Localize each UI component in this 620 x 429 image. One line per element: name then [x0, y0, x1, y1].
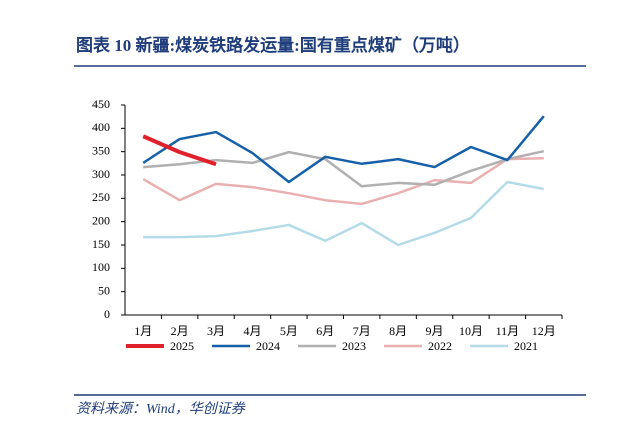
line-series: [142, 156, 544, 206]
x-tick-label: 8月: [389, 324, 407, 338]
line-series: [143, 149, 545, 188]
y-tick-label: 250: [92, 190, 110, 204]
y-tick-label: 0: [104, 307, 110, 321]
y-tick-label: 450: [92, 97, 110, 111]
x-tick-label: 1月: [134, 324, 152, 338]
legend-label: 2025: [170, 339, 194, 353]
line-series: [142, 134, 217, 167]
x-tick-label: 11月: [496, 324, 520, 338]
x-tick-label: 6月: [316, 324, 334, 338]
y-tick-label: 400: [92, 120, 110, 134]
x-tick-label: 5月: [280, 324, 298, 338]
line-series: [142, 115, 545, 184]
y-tick-label: 200: [92, 213, 110, 227]
x-tick-label: 7月: [353, 324, 371, 338]
chart-title: 图表 10 新疆:煤炭铁路发运量:国有重点煤矿（万吨）: [76, 35, 470, 55]
legend-label: 2023: [342, 339, 366, 353]
legend-label: 2024: [256, 339, 280, 353]
y-tick-label: 50: [98, 283, 110, 297]
x-tick-label: 3月: [207, 324, 225, 338]
y-tick-label: 100: [92, 260, 110, 274]
x-tick-label: 2月: [171, 324, 189, 338]
x-tick-label: 9月: [426, 324, 444, 338]
x-tick-label: 12月: [532, 324, 556, 338]
x-tick-label: 4月: [243, 324, 261, 338]
legend-label: 2021: [514, 339, 538, 353]
legend-label: 2022: [428, 339, 452, 353]
x-tick-label: 10月: [459, 324, 483, 338]
y-tick-label: 150: [92, 237, 110, 251]
y-tick-label: 350: [92, 143, 110, 157]
source: 资料来源：Wind，华创证券: [76, 401, 246, 417]
line-series: [143, 180, 545, 247]
y-tick-label: 300: [92, 167, 110, 181]
